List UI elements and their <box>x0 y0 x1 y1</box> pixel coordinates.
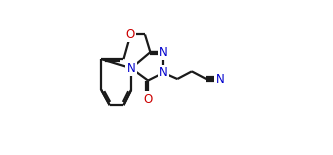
Text: N: N <box>159 66 168 79</box>
Text: N: N <box>159 46 168 59</box>
Text: N: N <box>127 62 136 75</box>
Text: O: O <box>144 93 153 106</box>
Text: O: O <box>126 28 135 41</box>
Text: N: N <box>216 73 225 86</box>
